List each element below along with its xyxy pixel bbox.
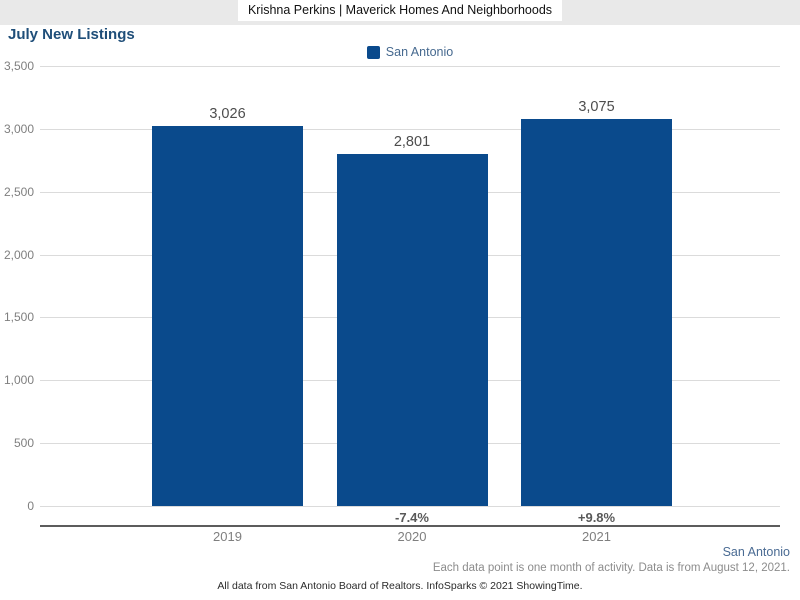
y-axis-tick-label: 1,500 [3, 310, 34, 325]
y-gridline [40, 128, 780, 130]
x-axis-tick-label: 2019 [213, 529, 242, 544]
y-gridline [40, 66, 780, 67]
y-axis-tick-label: 0 [27, 499, 34, 513]
data-footnote: Each data point is one month of activity… [432, 562, 790, 574]
chart-title: July New Listings [8, 26, 135, 43]
y-gridline [40, 506, 780, 507]
bar-value-label: 3,075 [578, 99, 615, 116]
legend-swatch-icon [366, 45, 380, 59]
header-bar: Krishna Perkins | Maverick Homes And Nei… [0, 0, 800, 25]
x-axis-tick-label: 2021 [582, 529, 611, 544]
y-axis-tick-label: 1,000 [3, 373, 34, 388]
y-axis-tick-label: 500 [13, 436, 34, 451]
x-axis-tick-label: 2020 [397, 529, 427, 544]
legend-label: San Antonio [385, 45, 454, 59]
attribution-footnote: All data from San Antonio Board of Realt… [217, 580, 583, 592]
bar [152, 125, 303, 506]
y-axis-tick-label: 2,500 [3, 184, 34, 199]
axis-separator-line [40, 525, 780, 527]
pct-change-label: -7.4% [395, 510, 429, 525]
y-axis-tick-label: 3,000 [3, 121, 34, 136]
bar-value-label: 2,801 [393, 133, 431, 150]
region-footnote: San Antonio [722, 545, 790, 559]
bar-value-label: 3,026 [209, 105, 246, 122]
pct-change-label: +9.8% [577, 510, 616, 525]
header-title: Krishna Perkins | Maverick Homes And Nei… [237, 0, 563, 21]
chart-legend: San Antonio [0, 45, 800, 59]
y-axis-tick-label: 2,000 [3, 247, 34, 262]
bar [336, 153, 488, 506]
bar [521, 119, 672, 506]
y-axis-tick-label: 3,500 [3, 59, 34, 73]
